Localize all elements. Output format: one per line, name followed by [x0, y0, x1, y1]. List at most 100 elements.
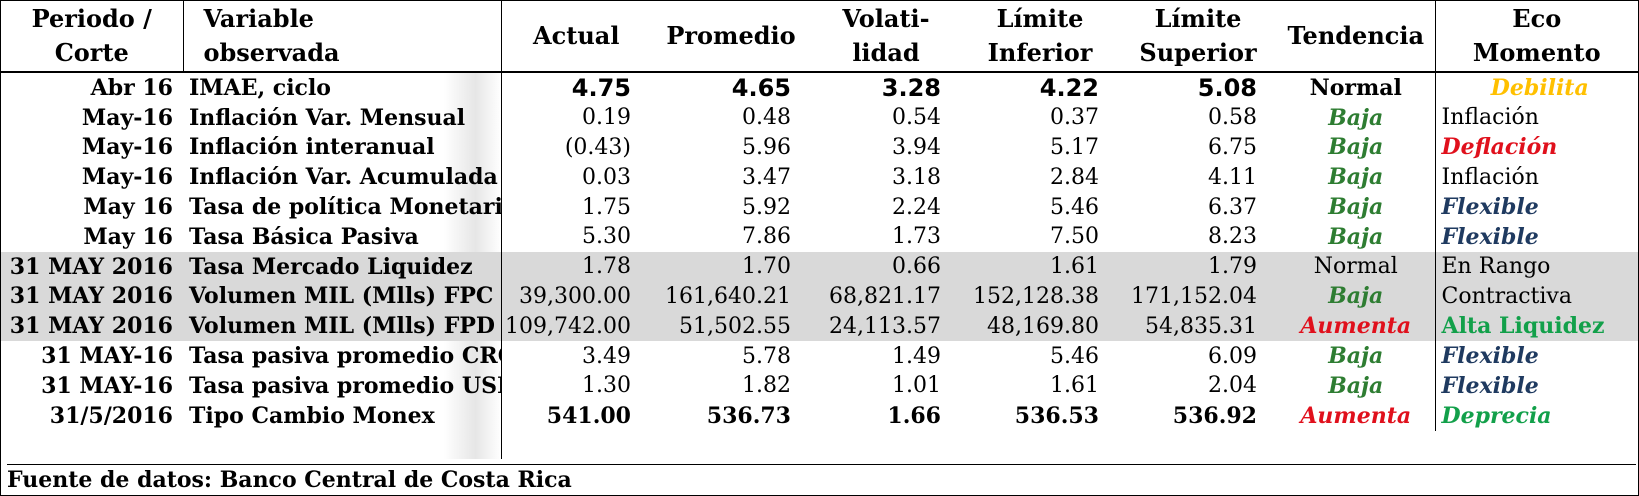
cell-eco-momento: Flexible [1441, 194, 1539, 221]
header-periodo: Periodo / Corte [1, 1, 184, 73]
cell-eco-momento: Deflación [1441, 134, 1558, 161]
cell-periodo: 31 MAY 2016 [1, 311, 183, 342]
cell-tendencia: Baja [1277, 341, 1436, 371]
table-row: 31 MAY 2016 Tasa Mercado Liquidez 1.78 1… [1, 251, 1638, 282]
cell-variable: Tasa Mercado Liquidez [183, 251, 502, 282]
spacer-cell [183, 430, 502, 459]
cell-periodo: 31 MAY 2016 [1, 281, 183, 312]
table-row: 31/5/2016 Tipo Cambio Monex 541.00 536.7… [1, 400, 1638, 431]
header-volatilidad-line2: lidad [852, 38, 920, 67]
cell-limite-inferior: 7.50 [1050, 224, 1099, 250]
header-eco-line1: Eco [1512, 4, 1562, 33]
cell-limite-inferior: 536.53 [1014, 402, 1099, 429]
header-tendencia: Tendencia [1277, 1, 1436, 73]
cell-limite-inferior: 1.61 [961, 251, 1119, 282]
cell-volatilidad: 3.18 [892, 164, 941, 190]
cell-volatilidad: 1.66 [887, 402, 941, 429]
cell-periodo: May 16 [83, 223, 173, 250]
cell-periodo: 31 MAY-16 [41, 343, 173, 370]
cell-periodo: May-16 [81, 134, 173, 161]
cell-promedio: 1.70 [651, 251, 811, 282]
cell-eco-momento: Alta Liquidez [1435, 311, 1638, 342]
cell-promedio: 0.48 [742, 105, 791, 131]
cell-variable: Tasa Básica Pasiva [183, 221, 502, 252]
table-row: 31 MAY 2016 Volumen MIL (Mlls) FPC 39,30… [1, 281, 1638, 312]
header-variable-line1: Variable [203, 4, 314, 33]
cell-promedio: 3.47 [742, 164, 791, 190]
header-lim-inf-line2: Inferior [987, 38, 1093, 67]
cell-actual: 1.78 [501, 251, 651, 282]
cell-limite-superior: 6.09 [1208, 343, 1257, 369]
cell-promedio: 4.65 [731, 73, 791, 102]
cell-periodo: Abr 16 [90, 74, 173, 101]
cell-limite-superior: 6.75 [1208, 134, 1257, 160]
header-limite-inferior: Límite Inferior [961, 1, 1119, 73]
header-periodo-line2: Corte [54, 38, 129, 67]
header-actual: Actual [501, 1, 651, 73]
cell-variable: Tipo Cambio Monex [183, 400, 502, 431]
cell-limite-inferior: 5.46 [1050, 343, 1099, 369]
cell-volatilidad: 0.66 [811, 251, 961, 282]
cell-volatilidad: 1.73 [892, 224, 941, 250]
cell-volatilidad: 3.28 [881, 73, 941, 102]
cell-actual: 0.03 [582, 164, 631, 190]
header-row: Periodo / Corte Variable observada Actua… [1, 1, 1638, 73]
cell-limite-superior: 1.79 [1119, 251, 1277, 282]
header-lim-sup-line2: Superior [1139, 38, 1257, 67]
cell-limite-superior: 6.37 [1208, 194, 1257, 220]
cell-limite-superior: 54,835.31 [1119, 311, 1277, 342]
cell-eco-momento: Debilita [1490, 74, 1589, 101]
cell-limite-superior: 4.11 [1208, 164, 1257, 190]
cell-variable: Volumen MIL (Mlls) FPC [183, 281, 502, 312]
cell-tendencia: Baja [1277, 221, 1436, 252]
cell-volatilidad: 24,113.57 [811, 311, 961, 342]
header-volatilidad-line1: Volati- [842, 4, 930, 33]
source-text: Fuente de datos: Banco Central de Costa … [7, 467, 572, 493]
header-volatilidad: Volati- lidad [811, 1, 961, 73]
cell-volatilidad: 1.49 [892, 343, 941, 369]
cell-eco-momento: Inflación [1441, 105, 1539, 131]
cell-limite-superior: 8.23 [1208, 224, 1257, 250]
cell-tendencia: Baja [1277, 102, 1436, 133]
cell-tendencia: Aumenta [1277, 400, 1436, 431]
cell-limite-superior: 536.92 [1172, 402, 1257, 429]
cell-variable: Tasa pasiva promedio CRC [183, 341, 502, 371]
header-variable-line2: observada [203, 38, 340, 67]
cell-tendencia: Baja [1277, 370, 1436, 401]
cell-limite-superior: 171,152.04 [1119, 281, 1277, 312]
cell-actual: 3.49 [582, 343, 631, 369]
cell-variable: Inflación Var. Acumulada [183, 162, 502, 193]
cell-actual: 4.75 [571, 73, 631, 102]
cell-limite-inferior: 5.17 [1050, 134, 1099, 160]
cell-promedio: 161,640.21 [651, 281, 811, 312]
table-row: May 16 Tasa Básica Pasiva 5.30 7.86 1.73… [1, 221, 1638, 252]
cell-limite-inferior: 2.84 [1050, 164, 1099, 190]
cell-limite-superior: 0.58 [1208, 105, 1257, 131]
cell-limite-inferior: 5.46 [1050, 194, 1099, 220]
cell-volatilidad: 68,821.17 [811, 281, 961, 312]
cell-promedio: 5.78 [742, 343, 791, 369]
cell-limite-inferior: 152,128.38 [961, 281, 1119, 312]
cell-volatilidad: 3.94 [892, 134, 941, 160]
cell-tendencia: Aumenta [1277, 311, 1436, 342]
cell-volatilidad: 0.54 [892, 105, 941, 131]
cell-limite-inferior: 1.61 [1050, 373, 1099, 399]
table-row: May-16 Inflación Var. Mensual 0.19 0.48 … [1, 102, 1638, 133]
spacer-cell [501, 431, 1638, 459]
cell-variable: Inflación interanual [183, 132, 502, 163]
table-row: Abr 16 IMAE, ciclo 4.75 4.65 3.28 4.22 5… [1, 72, 1638, 103]
indicators-table: Periodo / Corte Variable observada Actua… [1, 1, 1638, 459]
cell-eco-momento: Flexible [1441, 372, 1539, 399]
cell-actual: 541.00 [546, 402, 631, 429]
cell-tendencia: Normal [1277, 72, 1436, 103]
cell-tendencia: Baja [1277, 192, 1436, 222]
cell-eco-momento: En Rango [1435, 251, 1638, 282]
cell-actual: 5.30 [582, 224, 631, 250]
header-eco-momento: Eco Momento [1435, 1, 1638, 73]
cell-tendencia: Baja [1277, 281, 1436, 312]
header-lim-sup-line1: Límite [1154, 4, 1242, 33]
cell-promedio: 536.73 [706, 402, 791, 429]
cell-actual: 1.30 [582, 373, 631, 399]
cell-tendencia: Normal [1277, 251, 1436, 282]
cell-actual: 109,742.00 [501, 311, 651, 342]
